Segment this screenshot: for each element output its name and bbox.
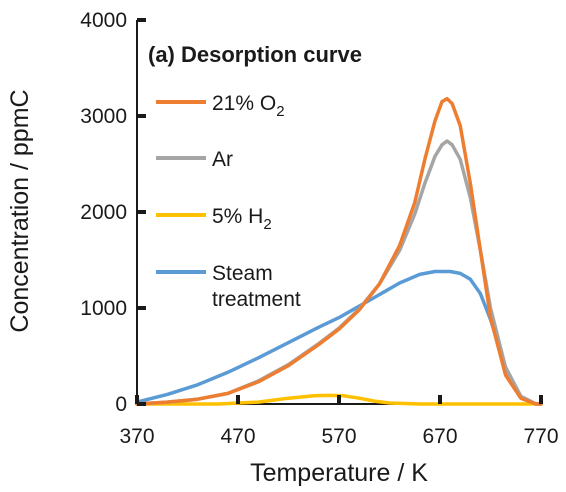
plot-area	[135, 20, 543, 406]
y-tick-label: 4000	[80, 9, 127, 32]
x-tick-label: 470	[220, 425, 255, 448]
legend-label-1: Ar	[212, 148, 233, 171]
series-line-2	[135, 393, 543, 406]
x-tick-label: 770	[523, 425, 558, 448]
chart-title: (a) Desorption curve	[148, 42, 362, 67]
series-line-0	[135, 96, 543, 406]
y-tick-label: 3000	[80, 105, 127, 128]
x-tick-label: 370	[119, 425, 154, 448]
y-tick-label: 1000	[80, 297, 127, 320]
legend-label-0: 21% O2	[212, 92, 285, 120]
legend: 21% O2 Ar 5% H2 Steam treatment	[156, 92, 301, 311]
y-tick-label: 0	[115, 393, 127, 416]
x-tick-label: 570	[321, 425, 356, 448]
y-axis-title: Concentration / ppmC	[6, 89, 34, 332]
legend-label-2: 5% H2	[212, 205, 272, 233]
y-tick-label: 2000	[80, 201, 127, 224]
axis-ticks: 0 1000 2000 3000 4000 370 470 570 670 770	[80, 9, 558, 448]
x-tick-label: 670	[422, 425, 457, 448]
x-axis-title: Temperature / K	[250, 459, 428, 487]
legend-label-3: Steam treatment	[212, 262, 301, 311]
series-line-3	[135, 269, 543, 406]
